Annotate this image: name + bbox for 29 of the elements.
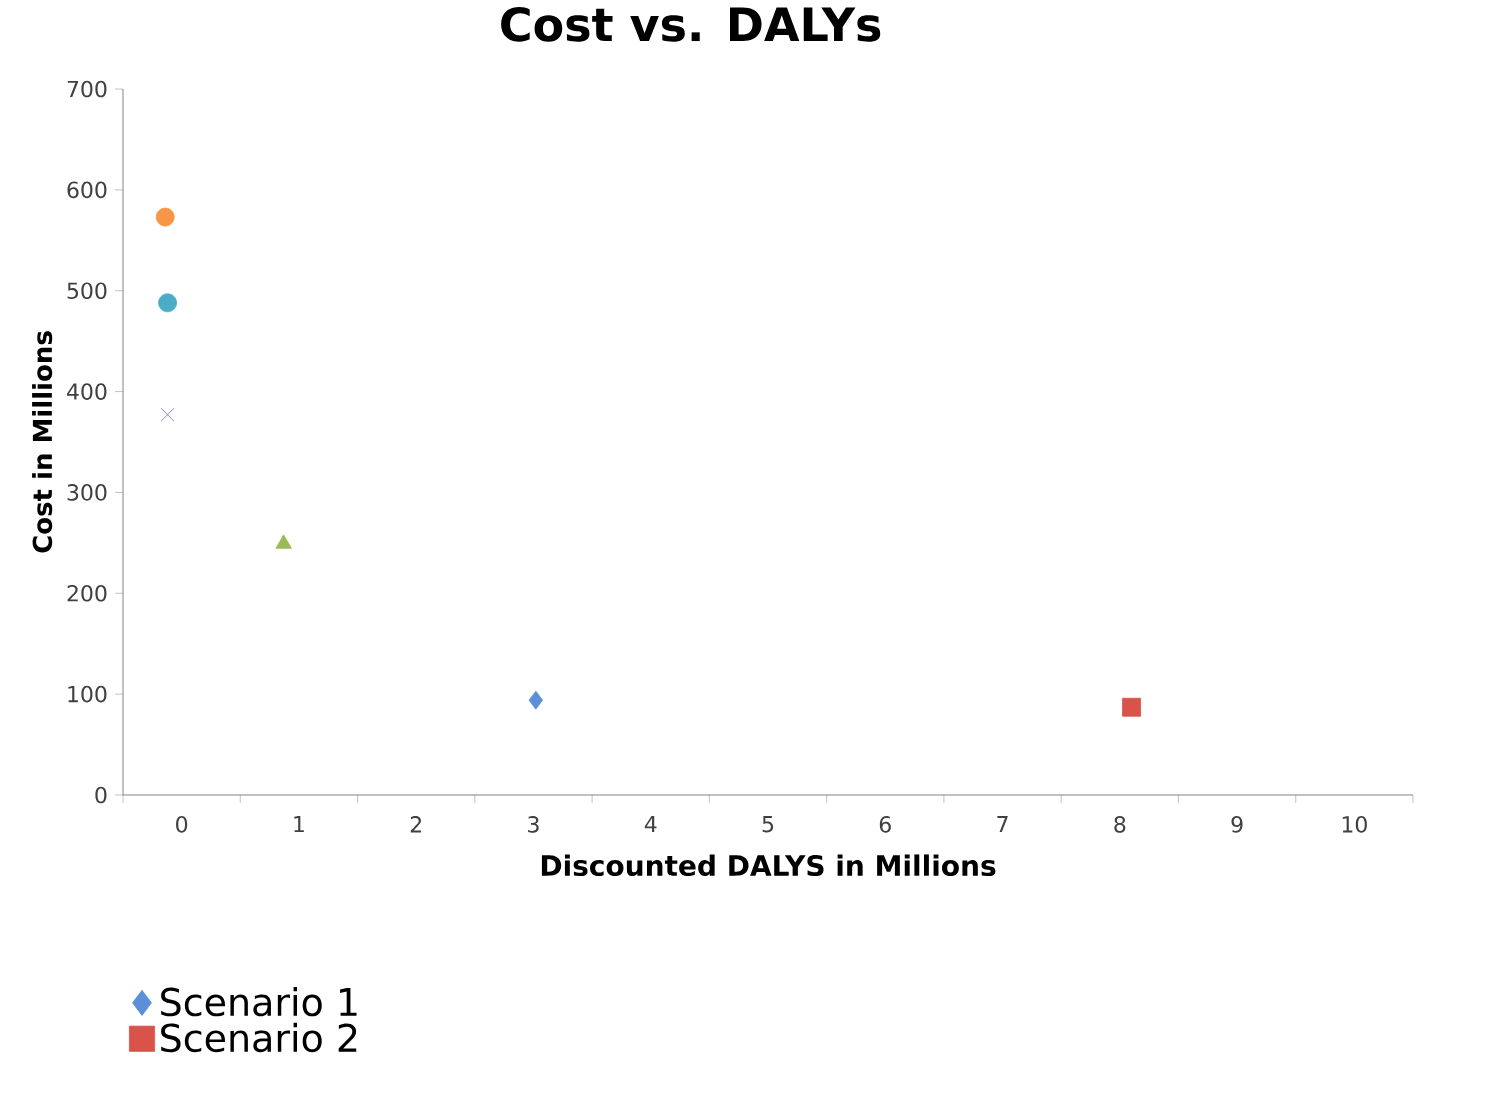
y-tick-label: 200 (67, 584, 107, 602)
point (160, 408, 175, 422)
y-axis-title: Cost in Millions (32, 331, 53, 553)
x-tick-label: 8 (1114, 816, 1126, 833)
x-tick-label: 10 (1342, 816, 1367, 833)
y-tick-label: 100 (68, 685, 107, 703)
x-tick-label: 7 (997, 816, 1008, 833)
legend-label: Scenario 1 (161, 986, 357, 1017)
x-tick-label: 0 (176, 816, 188, 833)
x-tick-label: 3 (528, 816, 539, 833)
y-tick-label: 0 (95, 786, 107, 804)
y-tick-label: 300 (67, 484, 107, 501)
point (158, 293, 177, 313)
x-tick-label: 9 (1231, 816, 1243, 833)
x-tick-label: 1 (294, 816, 304, 833)
chart-title: Cost vs. DALYs (501, 6, 881, 42)
x-tick-label: 4 (644, 816, 657, 833)
point (528, 690, 543, 710)
y-tick-label: 600 (67, 181, 107, 199)
legend-label: Scenario 2 (161, 1022, 357, 1053)
x-tick-label: 6 (879, 816, 891, 833)
point (155, 207, 175, 227)
y-tick-label: 400 (67, 383, 107, 400)
y-tick-label: 700 (67, 80, 107, 98)
x-tick-label: 2 (410, 816, 421, 833)
x-tick-label: 5 (762, 816, 774, 833)
y-tick-label: 500 (67, 282, 107, 300)
x-axis-title: Discounted DALYS in Millions (541, 854, 996, 877)
point (1122, 697, 1141, 717)
